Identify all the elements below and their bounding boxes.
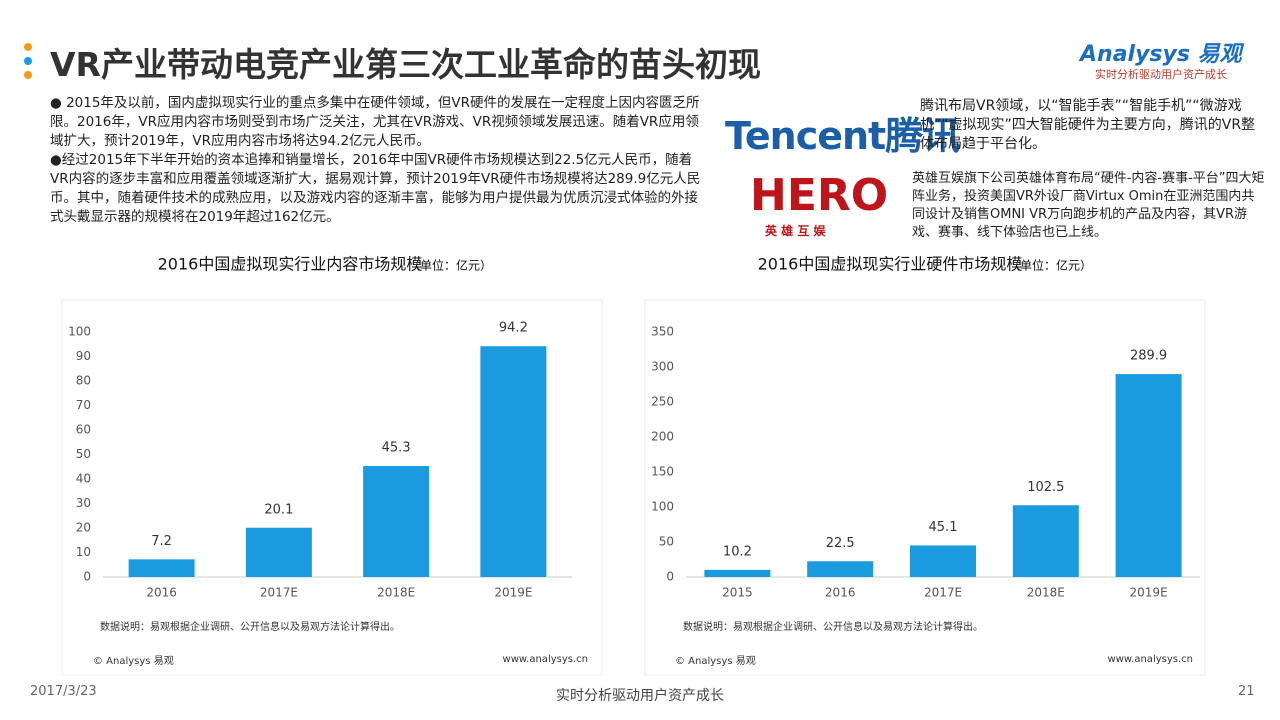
chart-website: www.analysys.cn — [1108, 654, 1193, 665]
value-label: 10.2 — [723, 544, 752, 559]
y-tick-label: 60 — [76, 423, 91, 437]
dot — [24, 71, 32, 79]
company-text: 英雄互娱旗下公司英雄体育布局“硬件-内容-赛事-平台”四大矩阵业务，投资美国VR… — [912, 171, 1265, 240]
value-label: 20.1 — [264, 502, 293, 517]
y-tick-label: 50 — [76, 447, 91, 461]
company-text: 腾讯布局VR领域，以“智能手表”“智能手机”“微游戏机”“虚拟现实”四大智能硬件… — [920, 98, 1256, 152]
chart-note: 数据说明：易观根据企业调研、公开信息以及易观方法论计算得出。 — [100, 620, 400, 633]
y-tick-label: 0 — [83, 570, 91, 584]
tencent-logo: Tencent腾讯 — [725, 114, 960, 158]
bar — [807, 561, 874, 577]
x-tick-label: 2016 — [825, 586, 856, 600]
y-tick-label: 50 — [659, 535, 674, 549]
y-tick-label: 80 — [76, 374, 91, 388]
y-tick-label: 250 — [651, 395, 674, 409]
paragraph: ● 2015年及以前，国内虚拟现实行业的重点多集中在硬件领域，但VR硬件的发展在… — [50, 95, 700, 149]
value-label: 45.1 — [929, 520, 958, 535]
y-tick-label: 200 — [651, 430, 674, 444]
y-tick-label: 30 — [76, 496, 91, 510]
footer-tagline: 实时分析驱动用户资产成长 — [556, 688, 724, 704]
value-label: 102.5 — [1027, 480, 1064, 495]
y-tick-label: 350 — [651, 325, 674, 339]
y-tick-label: 20 — [76, 521, 91, 535]
chart-source: © Analysys 易观 — [675, 655, 756, 667]
paragraph: ●经过2015年下半年开始的资本追捧和销量增长，2016年中国VR硬件市场规模达… — [50, 152, 701, 225]
x-tick-label: 2018E — [1027, 586, 1065, 600]
hero-logo: HERO — [750, 170, 889, 221]
x-tick-label: 2017E — [924, 586, 962, 600]
dot — [24, 43, 32, 51]
chart-subtitle: （单位：亿元） — [1008, 258, 1092, 273]
x-tick-label: 2016 — [146, 586, 177, 600]
y-tick-label: 0 — [666, 570, 674, 584]
logo: Analysys 易观 — [1080, 42, 1242, 67]
x-tick-label: 2017E — [260, 586, 298, 600]
left-text: ● 2015年及以前，国内虚拟现实行业的重点多集中在硬件领域，但VR硬件的发展在… — [50, 94, 710, 227]
y-tick-label: 300 — [651, 360, 674, 374]
value-label: 289.9 — [1130, 349, 1167, 364]
chart-subtitle: （单位：亿元） — [408, 258, 492, 273]
bar — [128, 559, 195, 577]
dot — [24, 57, 32, 65]
x-tick-label: 2019E — [494, 586, 532, 600]
chart-note: 数据说明：易观根据企业调研、公开信息以及易观方法论计算得出。 — [683, 620, 983, 633]
logo-tagline: 实时分析驱动用户资产成长 — [1095, 68, 1227, 81]
bar — [910, 545, 976, 577]
bar — [1012, 505, 1079, 577]
value-label: 7.2 — [151, 534, 172, 549]
x-tick-label: 2015 — [722, 586, 753, 600]
x-tick-label: 2018E — [377, 586, 415, 600]
bar — [704, 569, 771, 577]
x-tick-label: 2019E — [1130, 586, 1168, 600]
y-tick-label: 90 — [76, 349, 91, 363]
bar — [245, 527, 312, 577]
page-number: 21 — [1238, 684, 1255, 699]
bar — [1115, 374, 1182, 577]
title: VR产业带动电竞产业第三次工业革命的苗头初现 — [50, 45, 761, 84]
panel — [644, 299, 1206, 676]
y-tick-label: 70 — [76, 398, 91, 412]
chart-title: 2016中国虚拟现实行业硬件市场规模 — [758, 255, 1023, 274]
footer-date: 2017/3/23 — [30, 684, 97, 699]
bar — [363, 466, 430, 577]
value-label: 22.5 — [826, 536, 855, 551]
bar — [480, 346, 547, 577]
chart-source: © Analysys 易观 — [93, 655, 174, 667]
value-label: 94.2 — [499, 321, 528, 336]
y-tick-label: 10 — [76, 545, 91, 559]
hero-logo-sub: 英 雄 互 娱 — [765, 224, 826, 238]
chart-title: 2016中国虚拟现实行业内容市场规模 — [158, 255, 423, 274]
value-label: 45.3 — [382, 441, 411, 456]
chart-website: www.analysys.cn — [503, 654, 588, 665]
y-tick-label: 40 — [76, 472, 91, 486]
y-tick-label: 100 — [68, 325, 91, 339]
y-tick-label: 150 — [651, 465, 674, 479]
y-tick-label: 100 — [651, 500, 674, 514]
